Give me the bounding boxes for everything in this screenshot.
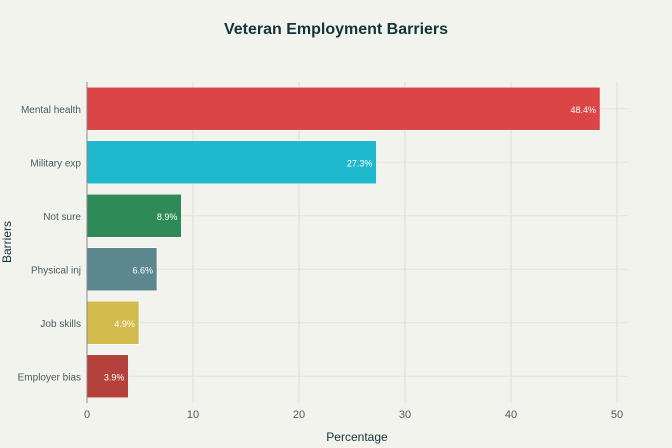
x-tick-label: 30 [399,409,411,421]
y-tick-label: Employer bias [18,372,81,383]
data-label: 27.3% [347,158,373,168]
chart-title: Veteran Employment Barriers [224,21,448,38]
x-tick-label: 20 [293,409,305,421]
y-tick-label: Job skills [40,319,81,330]
y-tick-label: Mental health [21,105,81,116]
data-label: 4.9% [114,319,135,329]
data-label: 6.6% [132,265,153,275]
x-tick-label: 50 [611,409,623,421]
y-axis-label: Barriers [0,221,14,263]
bar[interactable] [86,87,601,131]
y-tick-label: Not sure [43,212,81,223]
bar[interactable] [86,354,129,398]
bar[interactable] [86,140,377,184]
data-label: 3.9% [104,372,125,382]
data-label: 8.9% [157,212,178,222]
y-tick-label: Military exp [30,158,81,169]
x-axis-label: Percentage [326,430,388,444]
data-label: 48.4% [571,105,597,115]
x-tick-label: 0 [84,409,90,421]
bar[interactable] [86,247,158,291]
x-tick-label: 40 [505,409,517,421]
y-tick-label: Physical inj [31,265,81,276]
x-tick-label: 10 [187,409,199,421]
bar[interactable] [86,194,182,238]
